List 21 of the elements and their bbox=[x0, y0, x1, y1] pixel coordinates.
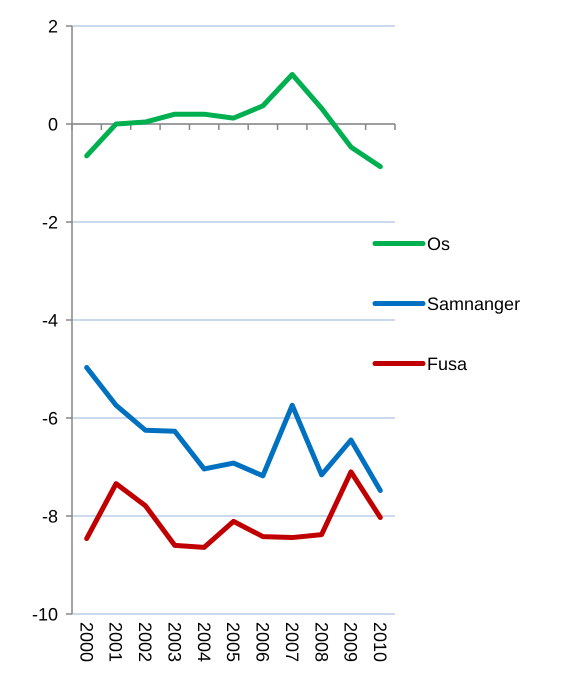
x-tick-label: 2000 bbox=[76, 622, 96, 662]
x-tick-label: 2008 bbox=[311, 622, 332, 662]
x-tick-label: 2006 bbox=[252, 622, 273, 662]
y-tick-label: -6 bbox=[42, 408, 58, 428]
x-tick-label: 2004 bbox=[194, 622, 214, 662]
y-tick-label: -4 bbox=[42, 310, 58, 330]
y-tick-label: -8 bbox=[42, 506, 58, 526]
legend-label: Os bbox=[427, 234, 450, 254]
x-tick-label: 2003 bbox=[164, 622, 184, 662]
legend-label: Samnanger bbox=[427, 294, 520, 314]
x-tick-label: 2009 bbox=[340, 622, 361, 662]
y-tick-label: -2 bbox=[42, 212, 58, 232]
x-tick-label: 2005 bbox=[223, 622, 244, 662]
x-tick-label: 2002 bbox=[135, 622, 156, 662]
y-tick-label: -10 bbox=[32, 604, 58, 624]
y-tick-label: 0 bbox=[48, 114, 58, 134]
x-tick-label: 2010 bbox=[370, 622, 390, 662]
x-tick-label: 2007 bbox=[282, 622, 302, 662]
y-tick-label: 2 bbox=[48, 16, 58, 36]
x-tick-label: 2001 bbox=[106, 622, 126, 662]
legend-label: Fusa bbox=[427, 354, 468, 374]
